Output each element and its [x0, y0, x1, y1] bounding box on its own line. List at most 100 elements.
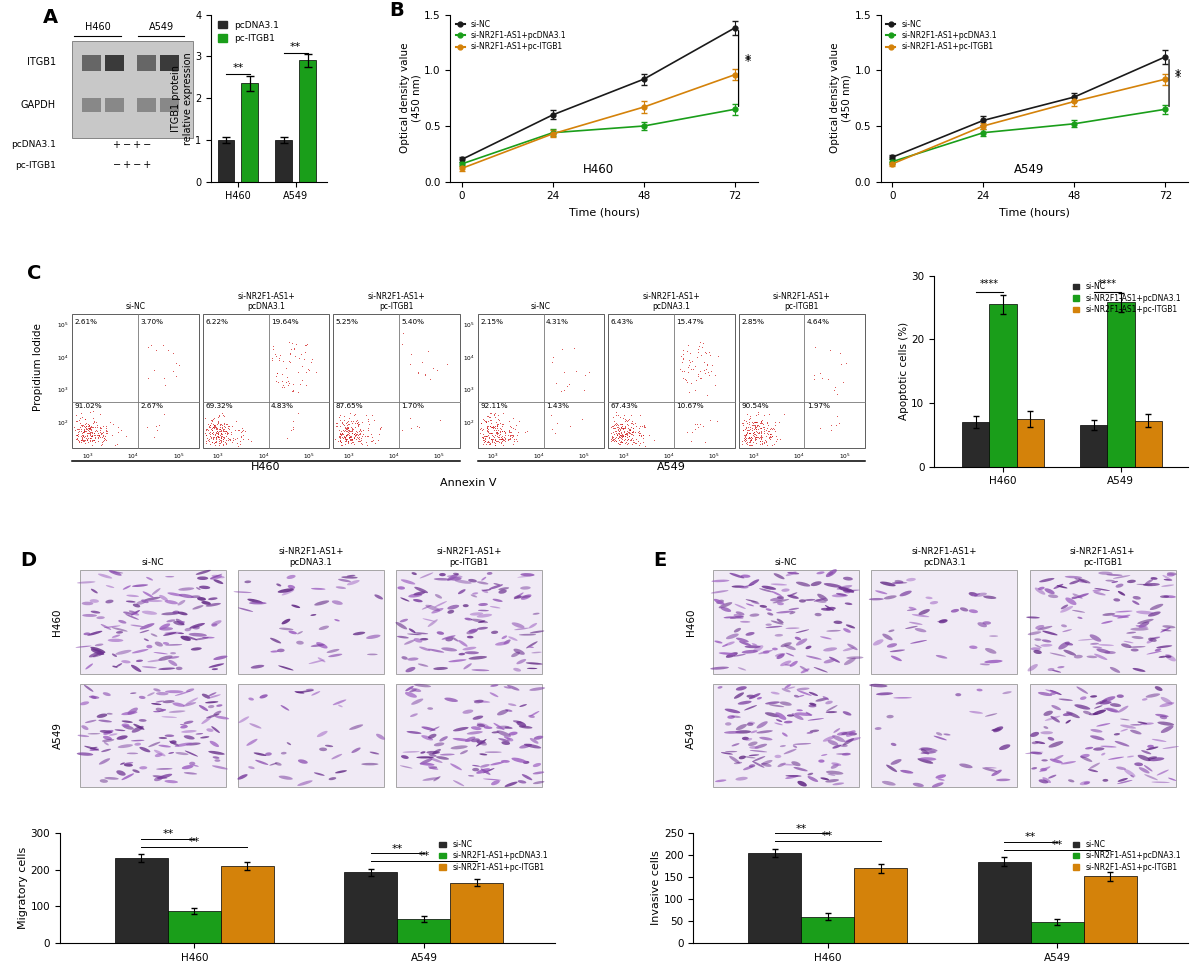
Point [206, 429, 226, 445]
Point [743, 430, 762, 446]
Point [203, 412, 222, 427]
Ellipse shape [1034, 644, 1042, 648]
Point [83, 403, 102, 419]
Point [341, 420, 360, 435]
Point [92, 425, 112, 441]
Point [679, 359, 698, 374]
Point [487, 417, 506, 432]
Point [217, 425, 236, 440]
Point [630, 426, 649, 442]
Point [79, 425, 98, 440]
Ellipse shape [1051, 670, 1061, 673]
Ellipse shape [314, 601, 329, 605]
Ellipse shape [1098, 571, 1112, 574]
Point [821, 341, 840, 357]
Point [350, 423, 370, 438]
Bar [1134, 421, 1162, 467]
Point [289, 365, 308, 380]
Point [331, 427, 350, 443]
Point [500, 431, 520, 447]
Point [744, 425, 763, 440]
Point [761, 426, 780, 442]
Point [331, 412, 350, 427]
Ellipse shape [785, 664, 792, 666]
Point [210, 431, 229, 447]
Point [220, 431, 239, 447]
Point [617, 412, 636, 427]
Point [737, 426, 756, 442]
Point [76, 430, 95, 446]
Point [602, 420, 622, 435]
Ellipse shape [498, 738, 510, 742]
Text: $10^4$: $10^4$ [388, 452, 400, 461]
Point [751, 414, 770, 429]
Bar [1084, 876, 1136, 943]
Ellipse shape [409, 629, 415, 633]
Point [104, 438, 124, 454]
Point [484, 429, 503, 445]
Ellipse shape [508, 703, 516, 706]
Point [431, 413, 450, 428]
Point [744, 415, 763, 430]
Point [614, 425, 634, 440]
Point [473, 436, 492, 452]
Ellipse shape [121, 720, 133, 723]
Ellipse shape [815, 600, 827, 602]
Ellipse shape [749, 764, 755, 768]
Ellipse shape [875, 590, 887, 595]
Ellipse shape [473, 716, 484, 719]
Ellipse shape [192, 626, 200, 630]
Point [678, 425, 697, 440]
Ellipse shape [1158, 656, 1166, 658]
Point [212, 423, 232, 438]
Point [218, 418, 238, 433]
Ellipse shape [1045, 689, 1060, 693]
Point [752, 433, 772, 449]
Ellipse shape [1166, 573, 1175, 576]
Point [214, 429, 233, 445]
Point [86, 414, 106, 429]
Ellipse shape [773, 599, 790, 603]
Point [85, 425, 104, 440]
Ellipse shape [472, 768, 479, 772]
Point [748, 417, 767, 432]
Point [618, 418, 637, 433]
Text: $10^5$: $10^5$ [304, 452, 314, 461]
Point [338, 420, 358, 435]
Ellipse shape [836, 753, 851, 754]
Ellipse shape [521, 595, 532, 600]
Point [744, 426, 763, 442]
Point [509, 413, 528, 428]
Point [502, 429, 521, 445]
Point [337, 433, 356, 449]
Ellipse shape [1034, 588, 1045, 595]
Point [205, 437, 224, 453]
Point [604, 429, 623, 445]
Ellipse shape [414, 587, 428, 593]
Point [209, 428, 228, 444]
Point [90, 429, 109, 445]
Ellipse shape [108, 638, 124, 642]
Point [486, 419, 505, 434]
Ellipse shape [142, 600, 149, 603]
Point [88, 424, 107, 439]
Point [737, 427, 756, 443]
Point [208, 425, 227, 441]
Point [338, 420, 358, 435]
Ellipse shape [1151, 577, 1158, 580]
Ellipse shape [775, 653, 785, 657]
Point [96, 421, 115, 436]
Ellipse shape [746, 722, 754, 726]
Ellipse shape [476, 741, 486, 744]
Point [209, 410, 228, 425]
Point [487, 428, 506, 444]
Bar [203, 314, 329, 448]
Y-axis label: Optical density value
(450 nm): Optical density value (450 nm) [400, 43, 421, 154]
Point [746, 419, 766, 434]
Point [689, 419, 708, 434]
Ellipse shape [733, 614, 744, 619]
Ellipse shape [978, 622, 986, 628]
Ellipse shape [420, 751, 426, 753]
Point [496, 427, 515, 443]
Ellipse shape [983, 596, 996, 599]
